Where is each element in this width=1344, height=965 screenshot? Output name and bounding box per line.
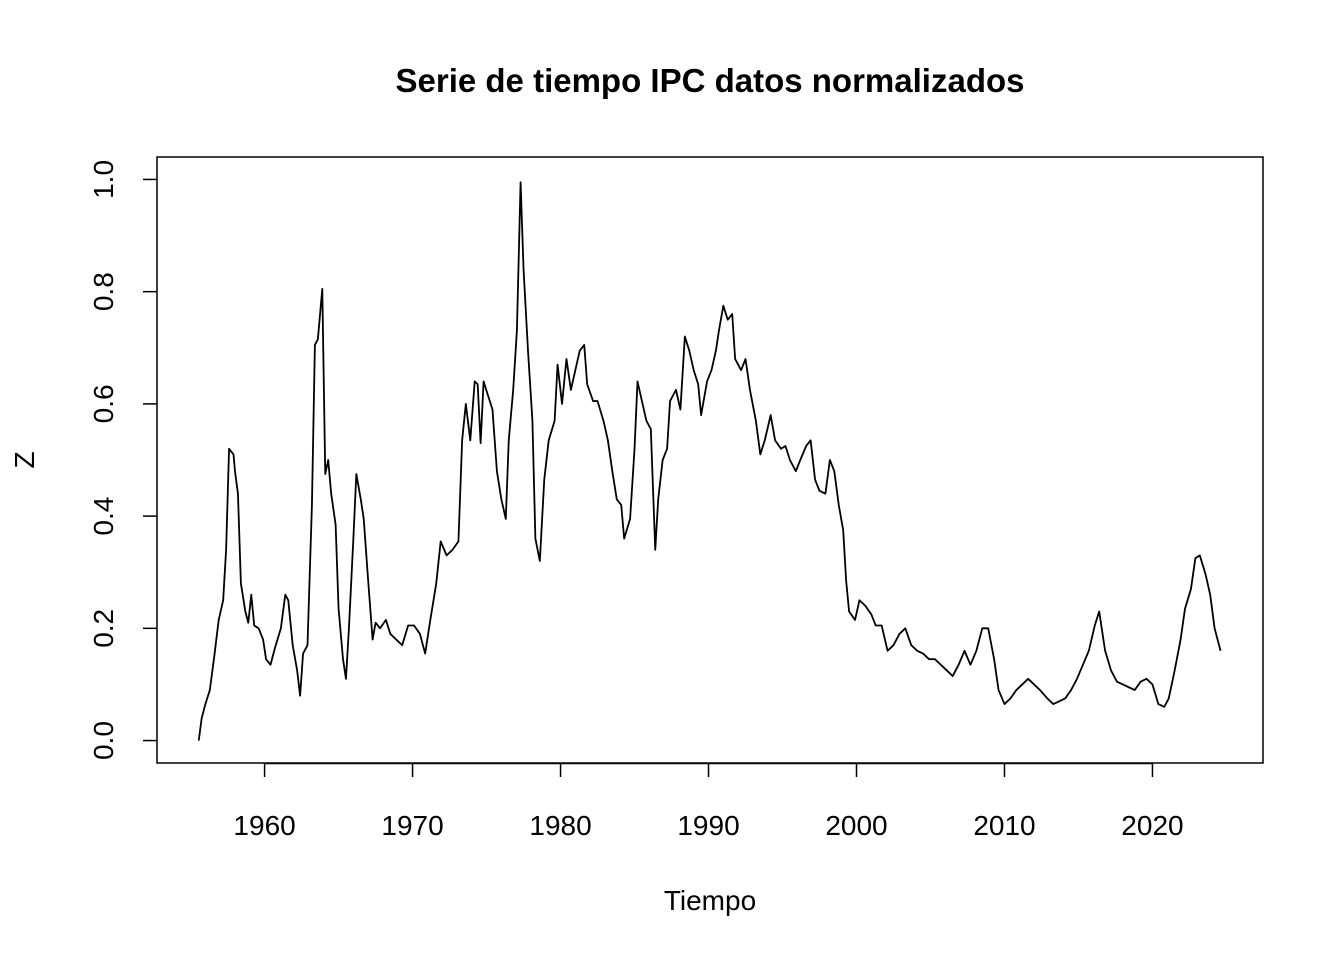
x-tick-label: 2000 xyxy=(825,810,887,841)
x-tick-label: 2010 xyxy=(973,810,1035,841)
data-line xyxy=(197,181,1222,741)
x-tick-label: 1990 xyxy=(677,810,739,841)
x-axis-label: Tiempo xyxy=(664,885,756,916)
y-tick-label: 0.2 xyxy=(88,609,119,648)
x-tick-label: 1970 xyxy=(381,810,443,841)
y-tick-label: 0.8 xyxy=(88,272,119,311)
y-tick-label: 0.4 xyxy=(88,497,119,536)
chart-title: Serie de tiempo IPC datos normalizados xyxy=(396,62,1025,99)
y-tick-label: 0.0 xyxy=(88,721,119,760)
x-tick-label: 1980 xyxy=(529,810,591,841)
x-tick-label: 2020 xyxy=(1121,810,1183,841)
y-tick-label: 1.0 xyxy=(88,160,119,199)
x-tick-label: 1960 xyxy=(233,810,295,841)
y-tick-label: 0.6 xyxy=(88,384,119,423)
plot-frame xyxy=(156,156,1264,764)
y-axis-label: Z xyxy=(9,451,40,468)
